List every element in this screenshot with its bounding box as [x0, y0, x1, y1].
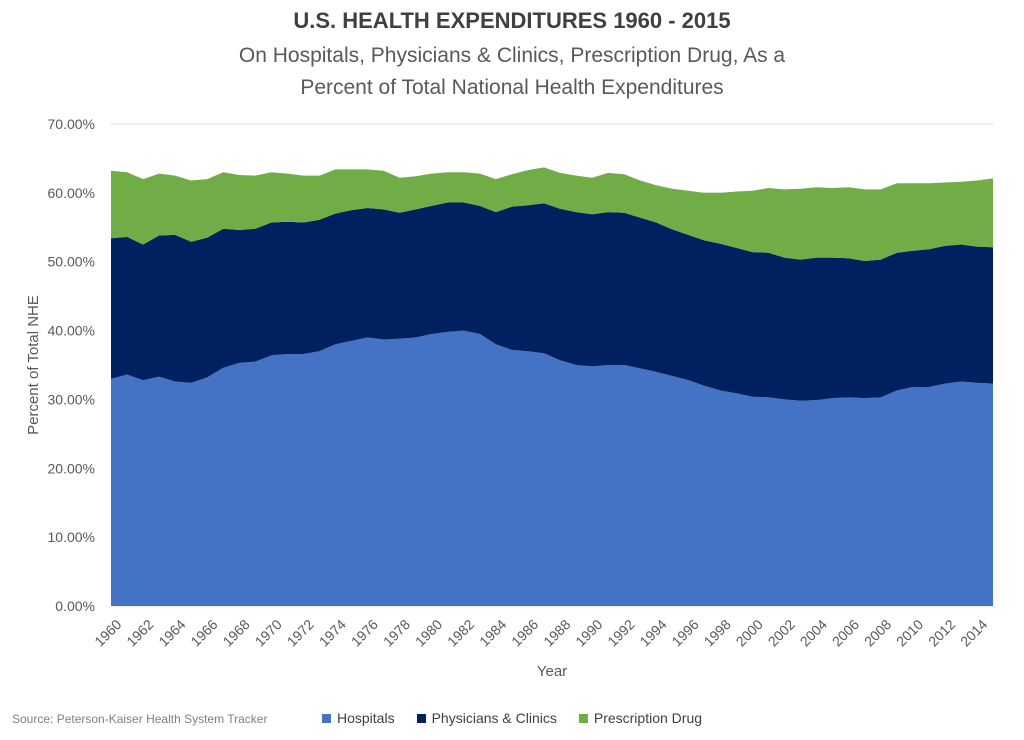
x-tick-label: 2012	[925, 616, 958, 649]
legend-swatch-physicians	[416, 713, 426, 723]
chart-subtitle: On Hospitals, Physicians & Clinics, Pres…	[238, 44, 786, 99]
y-tick-label: 0.00%	[55, 598, 95, 614]
x-tick-label: 2006	[829, 616, 862, 649]
x-tick-label: 1978	[380, 616, 413, 649]
x-tick-label: 1968	[219, 616, 252, 649]
x-tick-label: 1986	[508, 616, 541, 649]
x-tick-label: 1972	[284, 616, 317, 649]
x-tick-label: 1974	[316, 616, 349, 649]
x-tick-label: 2014	[957, 616, 990, 649]
x-tick-label: 1982	[444, 616, 477, 649]
area-series-1	[111, 202, 993, 401]
legend-item-prescription: Prescription Drug	[578, 710, 703, 726]
y-axis-title: Percent of Total NHE	[25, 295, 42, 435]
x-tick-label: 2004	[797, 616, 830, 649]
x-tick-label: 1966	[187, 616, 220, 649]
chart-title: U.S. HEALTH EXPENDITURES 1960 - 2015	[293, 8, 731, 33]
y-tick-label: 20.00%	[48, 460, 95, 476]
x-tick-label: 1992	[604, 616, 637, 649]
legend-label-prescription: Prescription Drug	[593, 710, 703, 726]
y-tick-label: 30.00%	[48, 391, 95, 407]
x-axis-title: Year	[537, 663, 567, 680]
chart-legend: Hospitals Physicians & Clinics Prescript…	[322, 710, 702, 726]
x-tick-label: 1980	[412, 616, 445, 649]
legend-swatch-hospitals	[322, 713, 331, 723]
y-tick-label: 40.00%	[48, 323, 95, 339]
y-tick-label: 70.00%	[48, 116, 95, 132]
source-note: Source: Peterson-Kaiser Health System Tr…	[12, 712, 268, 726]
y-tick-label: 10.00%	[48, 529, 95, 545]
x-tick-label: 1990	[572, 616, 605, 649]
legend-swatch-prescription	[578, 713, 588, 723]
legend-item-physicians: Physicians & Clinics	[416, 710, 557, 726]
legend-label-physicians: Physicians & Clinics	[431, 710, 557, 726]
area-series-0	[111, 330, 993, 606]
x-tick-label: 2000	[733, 616, 766, 649]
area-series-2	[111, 167, 993, 261]
x-tick-label: 1994	[636, 616, 669, 649]
x-tick-label: 1976	[348, 616, 381, 649]
x-tick-label: 2008	[861, 616, 894, 649]
legend-label-hospitals: Hospitals	[337, 710, 395, 726]
legend-item-hospitals: Hospitals	[322, 710, 395, 726]
x-tick-label: 1970	[251, 616, 284, 649]
x-tick-label: 1984	[476, 616, 509, 649]
x-tick-label: 1996	[668, 616, 701, 649]
x-tick-label: 1962	[123, 616, 156, 649]
x-tick-label: 1960	[91, 616, 124, 649]
y-tick-label: 60.00%	[48, 185, 95, 201]
x-tick-label: 1988	[540, 616, 573, 649]
y-tick-label: 50.00%	[48, 254, 95, 270]
x-tick-label: 2010	[893, 616, 926, 649]
x-tick-label: 2002	[765, 616, 798, 649]
x-tick-label: 1998	[701, 616, 734, 649]
x-tick-label: 1964	[155, 616, 188, 649]
